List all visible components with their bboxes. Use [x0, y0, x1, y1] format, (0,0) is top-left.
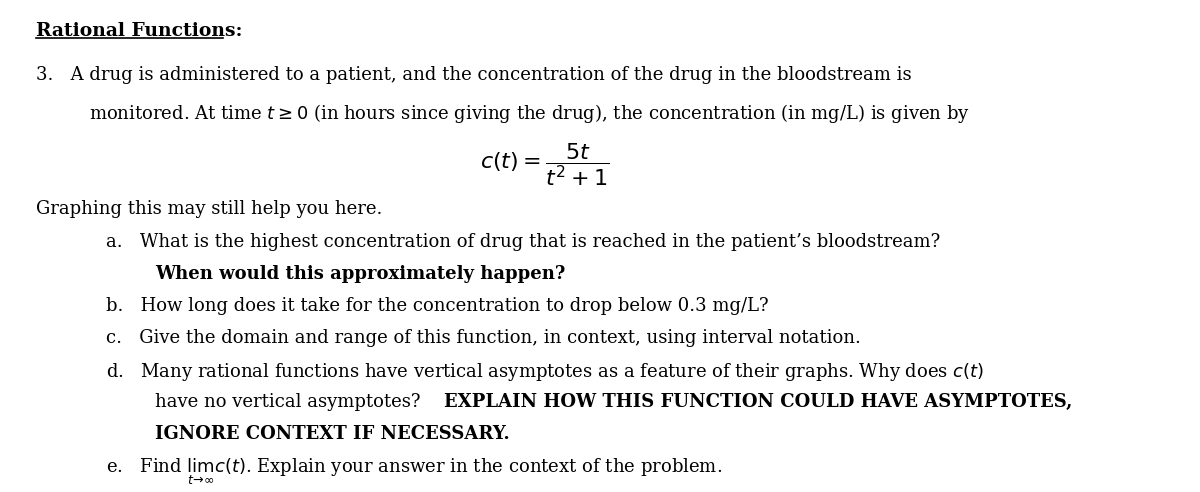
Text: Rational Functions:: Rational Functions: — [36, 23, 242, 40]
Text: IGNORE CONTEXT IF NECESSARY.: IGNORE CONTEXT IF NECESSARY. — [155, 425, 510, 443]
Text: When would this approximately happen?: When would this approximately happen? — [155, 265, 565, 283]
Text: EXPLAIN HOW THIS FUNCTION COULD HAVE ASYMPTOTES,: EXPLAIN HOW THIS FUNCTION COULD HAVE ASY… — [444, 393, 1072, 411]
Text: c.   Give the domain and range of this function, in context, using interval nota: c. Give the domain and range of this fun… — [106, 329, 860, 347]
Text: a.   What is the highest concentration of drug that is reached in the patient’s : a. What is the highest concentration of … — [106, 233, 941, 251]
Text: monitored. At time $t \geq 0$ (in hours since giving the drug), the concentratio: monitored. At time $t \geq 0$ (in hours … — [89, 102, 970, 125]
Text: e.   Find $\lim_{t \to \infty} c(t)$. Explain your answer in the context of the : e. Find $\lim_{t \to \infty} c(t)$. Expl… — [106, 457, 722, 487]
Text: b.   How long does it take for the concentration to drop below 0.3 mg/L?: b. How long does it take for the concent… — [106, 297, 769, 315]
Text: 3.   A drug is administered to a patient, and the concentration of the drug in t: 3. A drug is administered to a patient, … — [36, 66, 912, 84]
Text: Graphing this may still help you here.: Graphing this may still help you here. — [36, 200, 383, 218]
Text: have no vertical asymptotes?: have no vertical asymptotes? — [155, 393, 426, 411]
Text: $c(t) = \dfrac{5t}{t^2 + 1}$: $c(t) = \dfrac{5t}{t^2 + 1}$ — [480, 141, 610, 187]
Text: d.   Many rational functions have vertical asymptotes as a feature of their grap: d. Many rational functions have vertical… — [106, 361, 984, 383]
